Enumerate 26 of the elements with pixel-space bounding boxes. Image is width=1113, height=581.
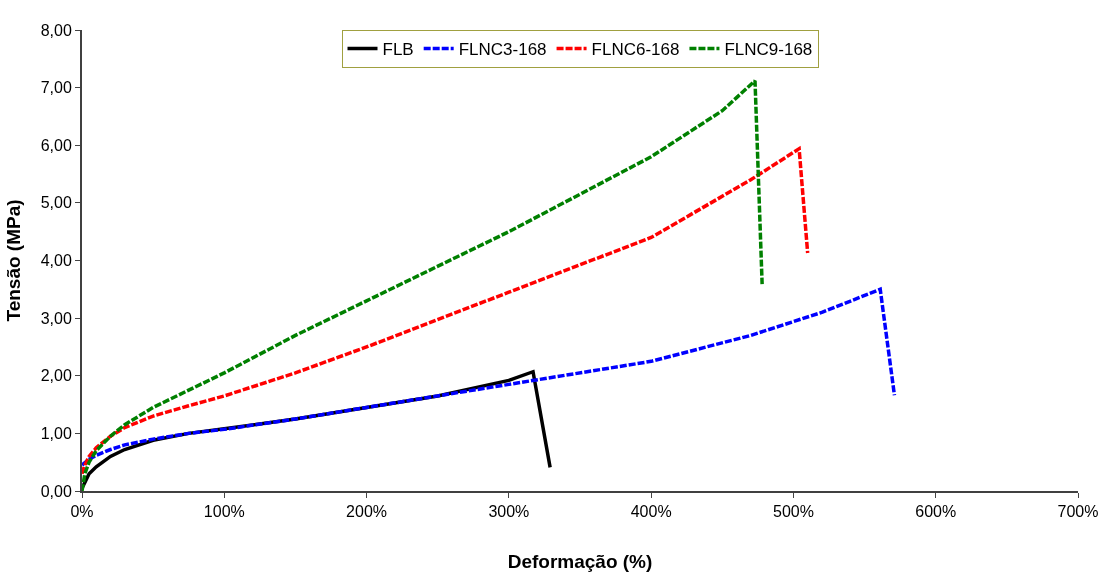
y-tick-label: 5,00 xyxy=(40,194,72,212)
legend-label: FLNC3-168 xyxy=(458,40,547,60)
x-tick-label: 100% xyxy=(203,503,245,521)
y-tick-label: 6,00 xyxy=(40,136,72,154)
y-tick-label: 2,00 xyxy=(40,367,72,385)
x-tick-label: 500% xyxy=(772,503,814,521)
x-tick-label: 0% xyxy=(70,503,94,521)
y-tick-label: 0,00 xyxy=(40,482,72,500)
y-tick-label: 8,00 xyxy=(40,21,72,39)
y-tick-label: 1,00 xyxy=(40,424,72,442)
y-tick-label: 4,00 xyxy=(40,252,72,270)
y-tick-label: 3,00 xyxy=(40,309,72,327)
line-series xyxy=(82,146,810,476)
y-axis-title: Tensão (MPa) xyxy=(3,199,25,322)
line-series xyxy=(82,287,897,467)
legend-label: FLNC9-168 xyxy=(724,40,813,60)
legend-label: FLNC6-168 xyxy=(591,40,680,60)
x-tick-label: 600% xyxy=(915,503,957,521)
x-tick-label: 700% xyxy=(1057,503,1099,521)
line-series xyxy=(82,78,764,491)
legend-label: FLB xyxy=(382,40,414,60)
x-tick-label: 300% xyxy=(488,503,530,521)
y-tick-label: 7,00 xyxy=(40,79,72,97)
x-tick-label: 400% xyxy=(630,503,672,521)
x-tick-label: 200% xyxy=(346,503,388,521)
x-axis-title: Deformação (%) xyxy=(507,550,653,572)
